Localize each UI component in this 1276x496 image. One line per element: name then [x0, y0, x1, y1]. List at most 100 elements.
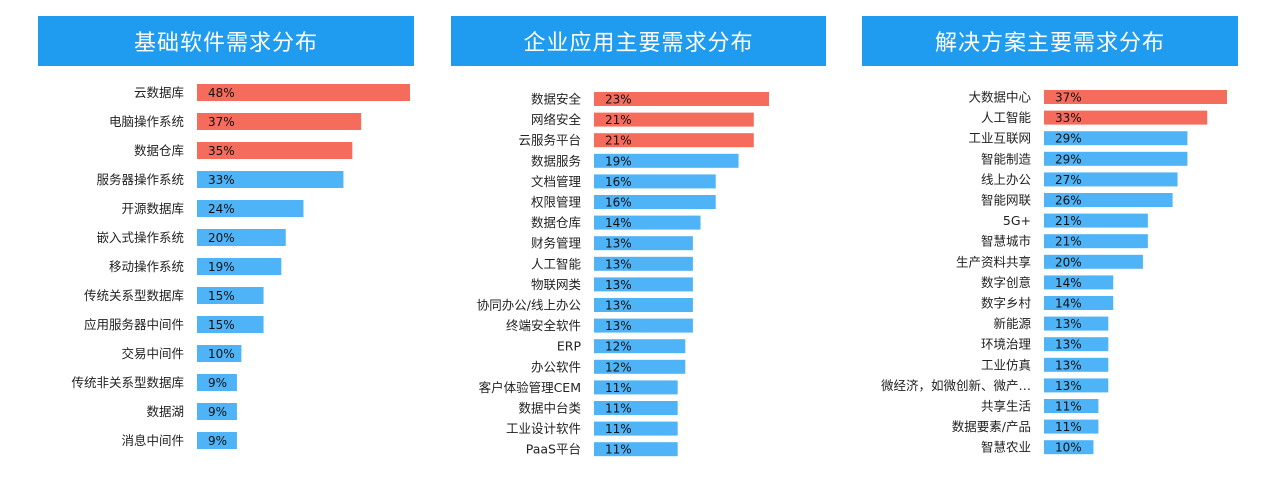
bar	[197, 258, 282, 275]
data-label: 16%	[605, 196, 632, 210]
category-label: 数字创意	[981, 275, 1031, 290]
data-label: 9%	[208, 405, 227, 419]
category-label: 共享生活	[981, 399, 1031, 414]
category-label: 云服务平台	[518, 133, 581, 148]
category-label: ERP	[557, 339, 582, 354]
chart-title: 企业应用主要需求分布	[451, 16, 826, 66]
category-label: 工业互联网	[968, 131, 1031, 146]
bar	[594, 133, 754, 148]
chart-panel-enterprise-apps: 企业应用主要需求分布 数据安全 23% 网络安全 21% 云服务平台 21% 数据服务 19%…	[430, 0, 850, 496]
bar	[1044, 213, 1148, 228]
bar	[197, 287, 264, 304]
data-label: 20%	[1055, 255, 1082, 269]
chart-title: 基础软件需求分布	[38, 16, 414, 66]
data-label: 21%	[605, 113, 632, 127]
data-label: 14%	[1055, 276, 1082, 290]
bar	[1044, 172, 1178, 187]
data-label: 11%	[605, 402, 632, 416]
bar	[1044, 440, 1094, 455]
data-label: 11%	[605, 422, 632, 436]
bar	[594, 401, 678, 415]
data-label: 19%	[208, 260, 235, 274]
bar	[1044, 316, 1109, 331]
bar-chart-enterprise-apps: 数据安全 23% 网络安全 21% 云服务平台 21% 数据服务 19% 文档管理 16% 权限管理…	[477, 92, 769, 457]
category-label: 人工智能	[531, 256, 582, 271]
bar	[1044, 399, 1099, 413]
bar	[197, 345, 242, 362]
bar	[1044, 131, 1188, 146]
data-label: 35%	[208, 144, 235, 158]
category-label: 智慧农业	[981, 440, 1031, 455]
bar	[197, 403, 237, 420]
bar	[1044, 357, 1109, 372]
data-label: 13%	[605, 319, 632, 333]
data-label: 13%	[1055, 338, 1082, 352]
data-label: 11%	[605, 381, 632, 395]
category-label: 新能源	[993, 316, 1031, 331]
bar	[594, 318, 693, 333]
bar	[197, 84, 410, 101]
category-label: 智能网联	[981, 193, 1032, 208]
bar	[1044, 234, 1148, 249]
bar	[1044, 419, 1099, 434]
data-label: 11%	[1055, 400, 1082, 414]
bar	[594, 359, 686, 374]
bar	[594, 298, 693, 312]
bar	[594, 421, 678, 436]
data-label: 20%	[208, 231, 235, 245]
bar	[594, 236, 693, 251]
category-label: 电脑操作系统	[109, 114, 184, 129]
category-label: 智慧城市	[981, 234, 1031, 249]
category-label: 服务器操作系统	[96, 172, 184, 187]
bar	[197, 200, 304, 217]
category-label: 数据安全	[531, 92, 582, 107]
category-label: 数据湖	[146, 404, 184, 419]
bar	[1044, 378, 1109, 393]
data-label: 13%	[605, 299, 632, 313]
category-label: 数据仓库	[134, 143, 184, 158]
data-label: 12%	[605, 360, 632, 374]
category-label: 数据仓库	[531, 215, 581, 230]
data-label: 15%	[208, 318, 235, 332]
category-label: 微经济，如微创新、微产…	[881, 378, 1031, 393]
category-label: 客户体验管理CEM	[479, 380, 581, 395]
data-label: 19%	[605, 154, 632, 168]
bar	[1044, 254, 1143, 269]
chart-title: 解决方案主要需求分布	[862, 16, 1238, 66]
data-label: 13%	[605, 257, 632, 271]
data-label: 27%	[1055, 173, 1082, 187]
category-label: 移动操作系统	[109, 259, 184, 274]
category-label: 5G+	[1003, 213, 1031, 228]
category-label: 数字乡村	[981, 296, 1032, 311]
data-label: 33%	[1055, 111, 1082, 125]
data-label: 23%	[605, 93, 632, 107]
data-label: 13%	[605, 237, 632, 251]
data-label: 48%	[208, 86, 235, 100]
category-label: 数据服务	[531, 153, 581, 168]
chart-panel-solutions: 解决方案主要需求分布 大数据中心 37% 人工智能 33% 工业互联网 29% 智能制造 29…	[850, 0, 1276, 496]
bar	[594, 112, 754, 127]
bar	[594, 442, 678, 457]
data-label: 13%	[1055, 379, 1082, 393]
category-label: 财务管理	[531, 236, 582, 251]
category-label: 消息中间件	[121, 433, 184, 448]
bar	[594, 153, 739, 168]
data-label: 10%	[1055, 441, 1082, 455]
data-label: 14%	[605, 216, 632, 230]
category-label: 网络安全	[531, 112, 582, 127]
category-label: 传统关系型数据库	[84, 288, 184, 303]
bar-chart-solutions: 大数据中心 37% 人工智能 33% 工业互联网 29% 智能制造 29% 线上办公 27% 智能网…	[881, 90, 1227, 455]
category-label: 终端安全软件	[506, 318, 581, 333]
category-label: 数据中台类	[518, 401, 581, 416]
bar	[1044, 90, 1227, 104]
bar	[197, 113, 362, 130]
category-label: 工业仿真	[981, 357, 1031, 372]
bar	[1044, 151, 1188, 166]
category-label: 权限管理	[531, 195, 582, 210]
data-label: 11%	[605, 443, 632, 457]
data-label: 37%	[208, 115, 235, 129]
bar	[594, 215, 701, 230]
data-label: 11%	[1055, 420, 1082, 434]
category-label: 云数据库	[134, 85, 184, 100]
bar	[594, 174, 716, 189]
